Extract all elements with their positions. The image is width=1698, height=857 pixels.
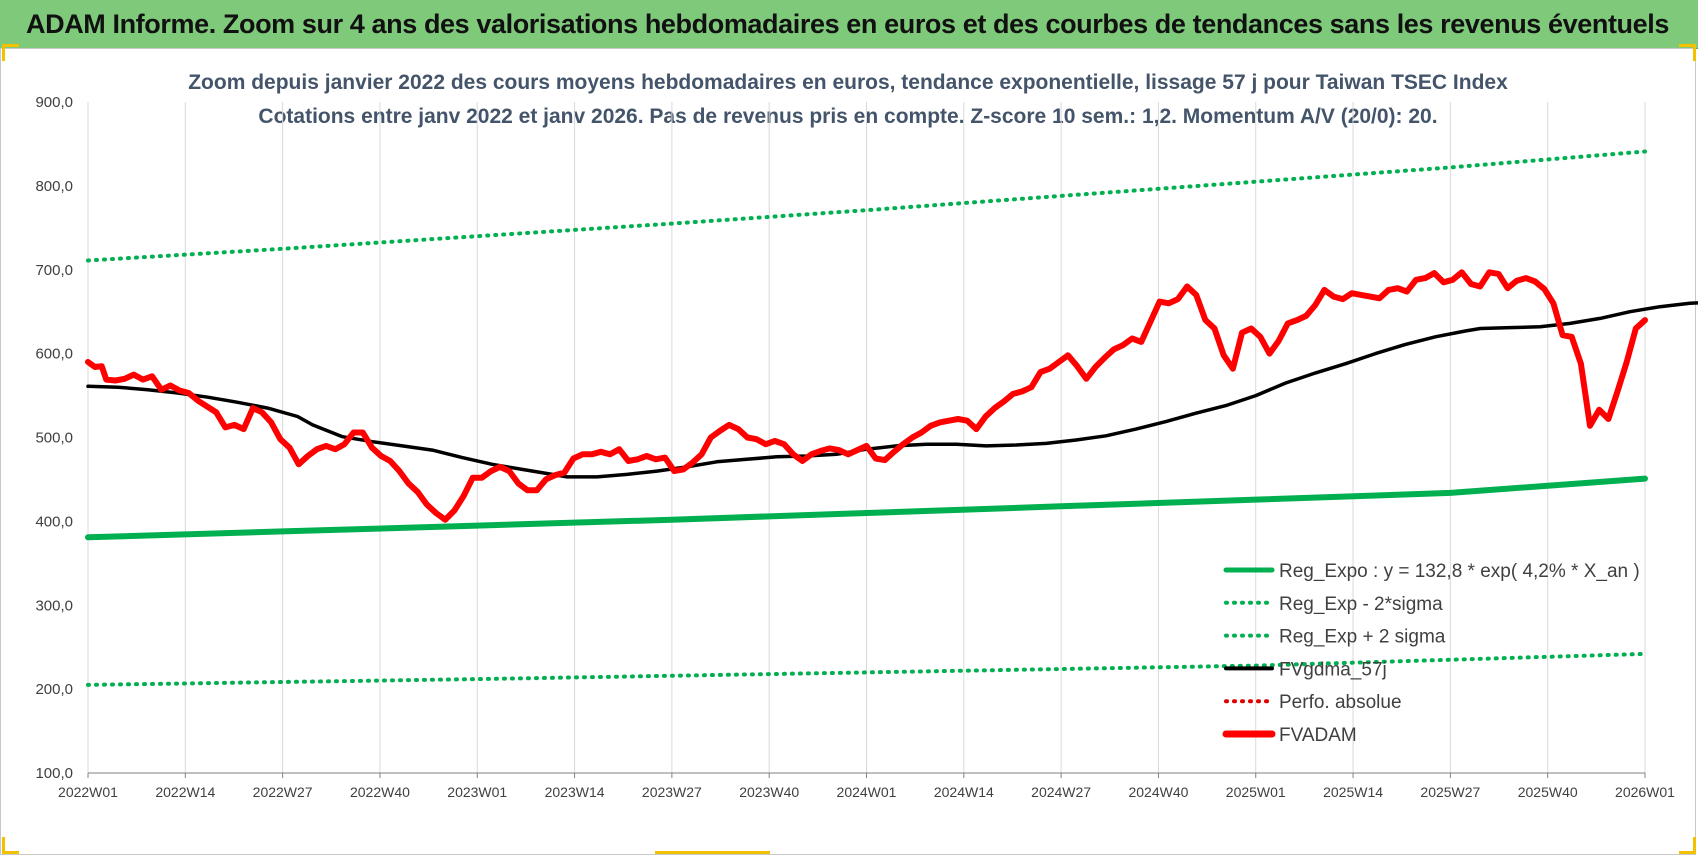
legend: Reg_Expo : y = 132,8 * exp( 4,2% * X_an … xyxy=(1222,561,1640,746)
corner-mark xyxy=(1679,837,1696,854)
x-tick-label: 2023W01 xyxy=(447,784,507,800)
chart-title-line-2: Cotations entre janv 2022 et janv 2026. … xyxy=(258,105,1437,128)
legend-label-fvgdma: FVgdma_57j xyxy=(1279,659,1387,680)
x-tick-label: 2022W40 xyxy=(350,784,410,800)
x-tick-label: 2022W14 xyxy=(155,784,215,800)
series-line-reg_minus xyxy=(86,651,1647,687)
y-tick-label: 900,0 xyxy=(35,94,73,111)
banner-title: ADAM Informe. Zoom sur 4 ans des valoris… xyxy=(26,9,1669,39)
x-tick-label: 2025W14 xyxy=(1323,784,1383,800)
legend-label-perfo: Perfo. absolue xyxy=(1279,692,1402,713)
series-line-reg_expo xyxy=(85,475,1648,541)
x-tick-label: 2023W14 xyxy=(545,784,605,800)
x-tick-label: 2025W40 xyxy=(1518,784,1578,800)
x-tick-label: 2023W40 xyxy=(739,784,799,800)
series-line-fvgdma xyxy=(86,301,1698,479)
chart-title-line-1: Zoom depuis janvier 2022 des cours moyen… xyxy=(188,71,1508,94)
corner-mark xyxy=(2,44,19,61)
x-tick-label: 2025W01 xyxy=(1226,784,1286,800)
x-tick-label: 2024W14 xyxy=(934,784,994,800)
corner-mark xyxy=(1679,44,1696,61)
chart-frame xyxy=(0,48,1696,855)
legend-label-reg_minus: Reg_Exp - 2*sigma xyxy=(1279,594,1443,615)
y-tick-label: 400,0 xyxy=(35,513,73,530)
y-tick-label: 800,0 xyxy=(35,178,73,195)
series-group xyxy=(85,149,1698,687)
corner-mark xyxy=(2,837,19,854)
y-tick-label: 100,0 xyxy=(35,765,73,782)
x-axis: 2022W01 2022W14 2022W27 2022W40 2023W01 2023W… xyxy=(58,772,1675,800)
x-tick-label: 2022W01 xyxy=(58,784,118,800)
x-tick-label: 2025W27 xyxy=(1420,784,1480,800)
bottom-accent-mark xyxy=(655,851,770,854)
legend-label-reg_expo: Reg_Expo : y = 132,8 * exp( 4,2% * X_an … xyxy=(1279,561,1640,582)
y-tick-label: 300,0 xyxy=(35,597,73,614)
y-tick-label: 200,0 xyxy=(35,681,73,698)
x-tick-label: 2024W27 xyxy=(1031,784,1091,800)
series-line-fvadam xyxy=(85,269,1648,523)
x-tick-label: 2023W27 xyxy=(642,784,702,800)
legend-label-fvadam: FVADAM xyxy=(1279,725,1357,746)
x-tick-label: 2022W27 xyxy=(253,784,313,800)
x-tick-label: 2024W01 xyxy=(837,784,897,800)
title-banner: ADAM Informe. Zoom sur 4 ans des valoris… xyxy=(0,0,1698,49)
y-tick-label: 600,0 xyxy=(35,346,73,363)
y-tick-label: 500,0 xyxy=(35,430,73,447)
y-tick-label: 700,0 xyxy=(35,262,73,279)
x-tick-label: 2024W40 xyxy=(1128,784,1188,800)
y-axis: 900,0 800,0 700,0 600,0 500,0 400,0 300,0 200,0… xyxy=(35,94,73,782)
legend-label-reg_plus: Reg_Exp + 2 sigma xyxy=(1279,627,1446,648)
x-tick-label: 2026W01 xyxy=(1615,784,1675,800)
